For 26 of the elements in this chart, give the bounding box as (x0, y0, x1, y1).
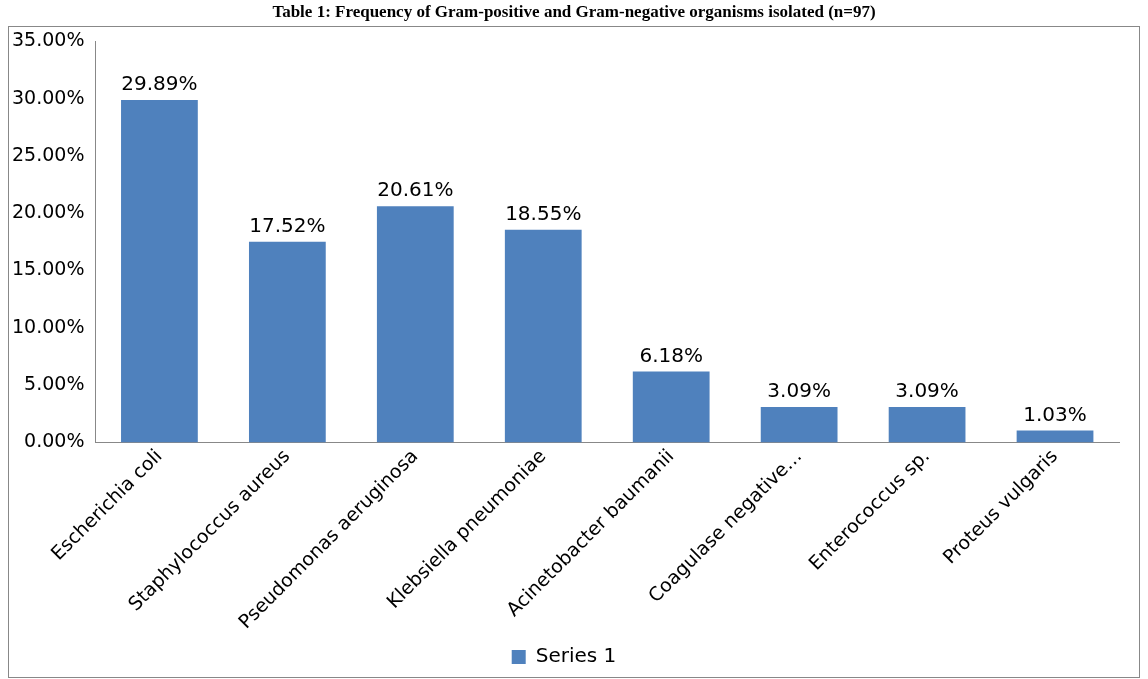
data-label: 29.89% (121, 71, 198, 96)
y-tick-label: 20.00% (11, 200, 85, 223)
y-tick-label: 15.00% (11, 257, 85, 280)
bar (760, 406, 838, 443)
data-label: 20.61% (377, 177, 454, 202)
legend-label: Series 1 (535, 643, 617, 668)
y-tick-label: 0.00% (24, 429, 85, 452)
data-label: 3.09% (767, 378, 831, 403)
bar (121, 99, 198, 443)
y-tick-label: 5.00% (24, 372, 85, 395)
y-tick-label: 35.00% (11, 28, 85, 51)
y-tick-label: 10.00% (11, 314, 85, 337)
bar (248, 241, 326, 443)
bar (888, 406, 966, 443)
data-label: 18.55% (505, 201, 582, 226)
y-tick-label: 25.00% (11, 142, 85, 165)
bar (504, 229, 582, 443)
bar (376, 206, 454, 443)
y-tick-label: 30.00% (11, 85, 85, 108)
chart-title: Table 1: Frequency of Gram-positive and Gram-negative organisms isolated (n=97) (271, 1, 877, 23)
data-label: 3.09% (895, 378, 959, 403)
data-label: 17.52% (249, 212, 326, 237)
data-label: 6.18% (639, 342, 703, 367)
bar (632, 371, 710, 443)
data-label: 1.03% (1023, 401, 1087, 426)
bar (1016, 430, 1094, 443)
